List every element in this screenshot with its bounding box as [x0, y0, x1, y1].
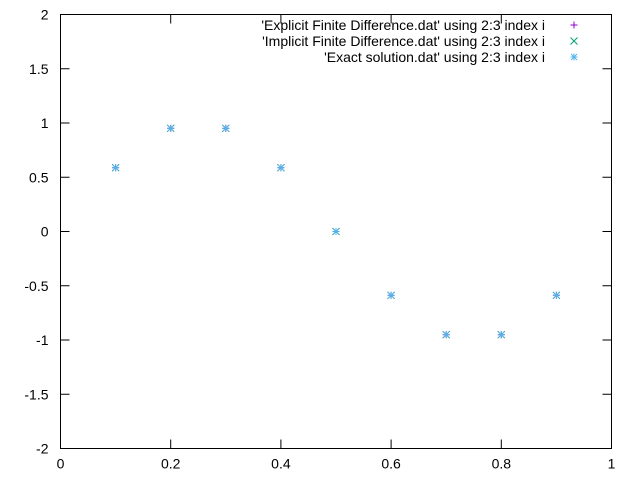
y-tick-label: -2	[36, 441, 49, 457]
legend-entry-implicit: 'Implicit Finite Difference.dat' using 2…	[262, 33, 545, 49]
exact-point	[167, 124, 175, 132]
y-tick-label: 1.5	[29, 61, 49, 77]
exact-point	[497, 331, 505, 339]
y-tick-label: 1	[41, 115, 49, 131]
exact-point	[277, 164, 285, 172]
y-tick-label: 0.5	[29, 169, 49, 185]
x-tick-label: 0.4	[271, 456, 291, 472]
legend-entry-explicit: 'Explicit Finite Difference.dat' using 2…	[261, 17, 545, 33]
axis-tick-labels: 0 0.2 0.4 0.6 0.8 1 -2 -1.5 -1 -0.5 0 0.5 1 1.5 2	[24, 7, 615, 472]
y-tick-label: 2	[41, 7, 49, 23]
y-tick-label: -1.5	[24, 386, 48, 402]
exact-point	[222, 124, 230, 132]
x-tick-label: 0	[57, 456, 65, 472]
y-tick-label: -1	[36, 332, 49, 348]
x-tick-label: 0.2	[161, 456, 181, 472]
axis-ticks	[60, 14, 612, 449]
exact-point	[112, 164, 120, 172]
exact-point	[332, 228, 340, 235]
plus-marker-icon	[570, 21, 578, 29]
y-tick-label: -0.5	[24, 278, 48, 294]
x-tick-label: 0.8	[492, 456, 512, 472]
legend-entry-exact: 'Exact solution.dat' using 2:3 index i	[324, 49, 545, 65]
exact-point	[442, 331, 450, 339]
exact-point	[387, 291, 395, 299]
cross-marker-icon	[570, 37, 578, 45]
x-tick-label: 1	[608, 456, 616, 472]
legend: 'Explicit Finite Difference.dat' using 2…	[261, 17, 578, 65]
x-tick-label: 0.6	[381, 456, 401, 472]
star-marker-icon	[570, 53, 578, 61]
y-tick-label: 0	[41, 224, 49, 240]
exact-point	[552, 291, 560, 299]
data-markers	[111, 124, 561, 339]
